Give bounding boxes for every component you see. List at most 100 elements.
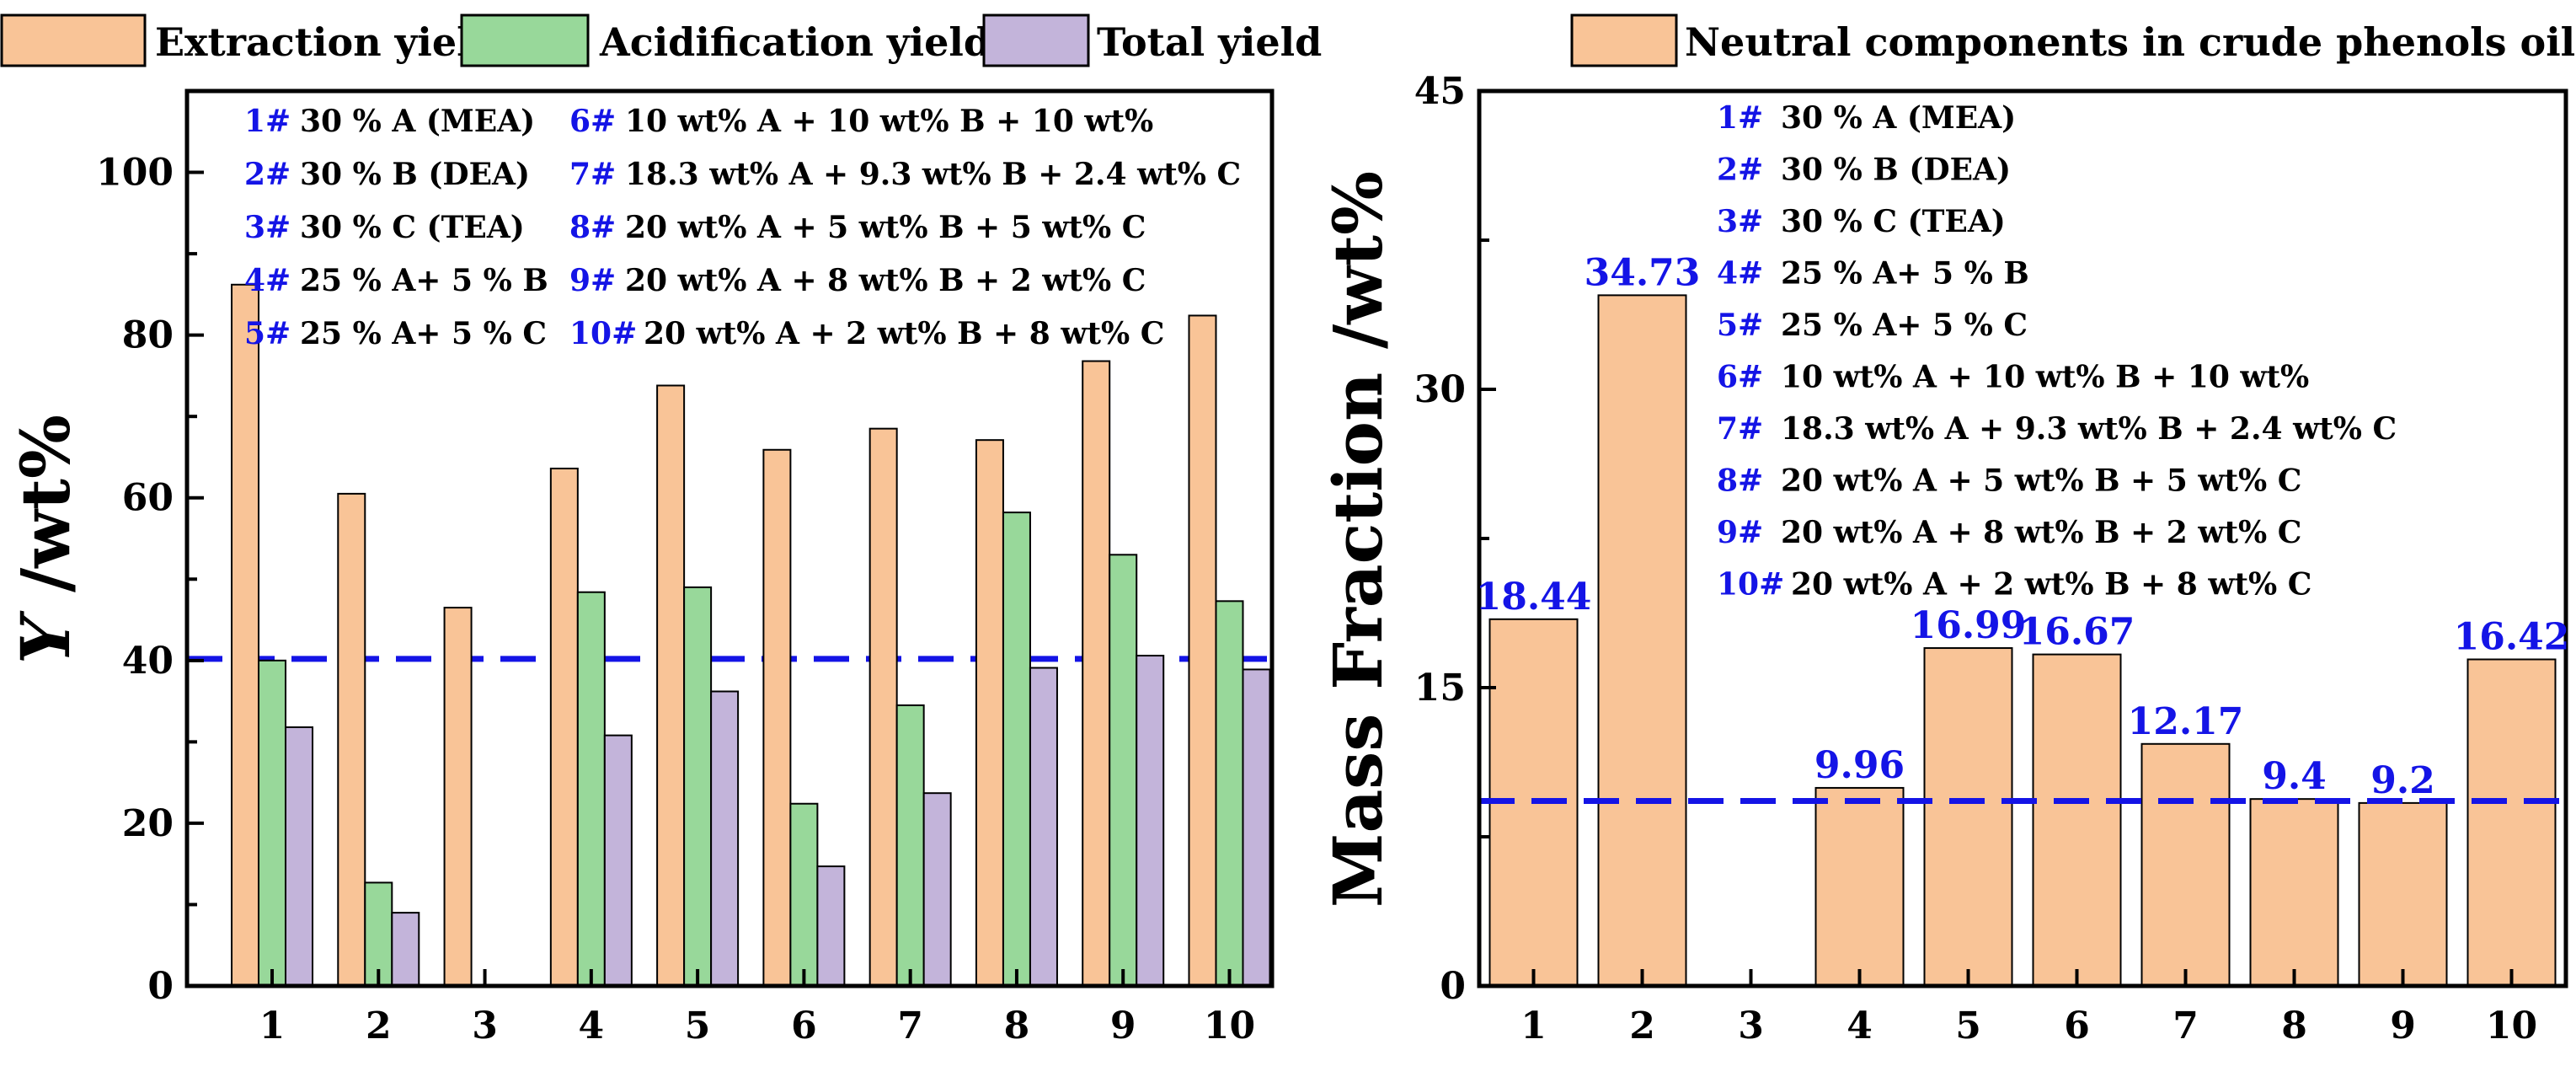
legend-swatch-acidification	[460, 13, 590, 67]
left-y-tick-label: 20	[122, 802, 174, 845]
right-x-tick-label: 6	[2064, 1004, 2090, 1047]
left-key-desc: 25 % A+ 5 % B	[300, 263, 548, 298]
value-label-4: 9.96	[1814, 744, 1905, 787]
right-key-id: 1#	[1717, 100, 1763, 136]
right-x-tick-label: 4	[1846, 1004, 1873, 1047]
left-plot-frame	[184, 88, 1275, 988]
left-key-id: 1#	[244, 104, 291, 139]
left-key-id: 2#	[244, 157, 291, 192]
bar-acidification-8	[1002, 512, 1031, 987]
left-x-tick-label: 4	[579, 1004, 605, 1047]
bar-neutral-5	[1923, 647, 2013, 987]
right-x-tick-label: 7	[2172, 1004, 2199, 1047]
value-label-5: 16.99	[1911, 604, 2027, 647]
left-key-desc: 30 % B (DEA)	[300, 157, 530, 192]
right-key-desc: 30 % C (TEA)	[1781, 204, 2006, 239]
left-key-desc: 20 wt% A + 2 wt% B + 8 wt% C	[644, 316, 1164, 351]
bar-extraction-4	[549, 467, 579, 987]
value-label-2: 34.73	[1585, 251, 1701, 294]
left-y-tick-label: 60	[122, 477, 174, 520]
left-y-axis-label: Y /wt%	[6, 415, 85, 664]
left-key-desc: 20 wt% A + 8 wt% B + 2 wt% C	[625, 263, 1146, 298]
left-key-id: 9#	[569, 263, 616, 298]
left-x-axis: 1 2 3 4 5 6 7 8 9 10	[259, 969, 1255, 1047]
left-key-desc: 18.3 wt% A + 9.3 wt% B + 2.4 wt% C	[625, 157, 1241, 192]
legend-label-acidification: Acidification yield	[599, 19, 991, 65]
right-key-id: 4#	[1717, 256, 1763, 292]
bar-total-8	[1029, 667, 1058, 987]
bar-total-9	[1136, 655, 1165, 987]
bar-acidification-9	[1109, 554, 1138, 987]
right-key-id: 8#	[1717, 463, 1763, 499]
right-x-tick-label: 10	[2486, 1004, 2537, 1047]
left-x-tick-label: 10	[1204, 1004, 1255, 1047]
left-y-tick-label: 40	[122, 640, 174, 683]
legend-label-extraction: Extraction yield	[155, 19, 499, 65]
right-x-tick-label: 5	[1955, 1004, 1981, 1047]
bar-extraction-5	[656, 384, 686, 987]
left-y-axis-label-italic: Y	[6, 610, 85, 664]
left-x-tick-label: 1	[259, 1004, 286, 1047]
right-key-desc: 18.3 wt% A + 9.3 wt% B + 2.4 wt% C	[1781, 411, 2397, 447]
legend-swatch-total	[982, 13, 1090, 67]
value-label-6: 16.67	[2019, 611, 2135, 654]
right-x-tick-label: 9	[2390, 1004, 2416, 1047]
left-x-tick-label: 7	[897, 1004, 923, 1047]
left-key-id: 8#	[569, 210, 616, 245]
value-label-10: 16.42	[2454, 615, 2570, 658]
right-key-id: 7#	[1717, 411, 1763, 447]
bar-total-1	[285, 726, 314, 988]
right-key-desc: 25 % A+ 5 % C	[1781, 308, 2028, 343]
left-key-desc: 30 % C (TEA)	[300, 210, 525, 245]
right-key-desc: 10 wt% A + 10 wt% B + 10 wt%	[1781, 360, 2309, 395]
left-y-tick-label: 0	[147, 965, 174, 1008]
legend-label-total: Total yield	[1097, 19, 1322, 65]
bar-acidification-7	[895, 704, 925, 987]
right-key-id: 2#	[1717, 153, 1763, 188]
bar-neutral-9	[2358, 801, 2448, 987]
right-x-tick-label: 1	[1520, 1004, 1547, 1047]
bar-acidification-6	[789, 802, 819, 987]
value-label-1: 18.44	[1476, 576, 1592, 619]
right-y-tick-label: 15	[1414, 667, 1466, 710]
left-y-tick-label: 100	[96, 152, 174, 195]
bar-extraction-8	[975, 439, 1004, 987]
value-label-8: 9.4	[2262, 755, 2327, 798]
legend-swatch-extraction	[0, 13, 147, 67]
left-y-axis: 0 20 40 60 80 100	[96, 89, 204, 1008]
bar-acidification-4	[576, 591, 606, 987]
left-key-desc: 25 % A+ 5 % C	[300, 316, 547, 351]
bar-extraction-6	[762, 448, 792, 987]
right-y-tick-label: 0	[1440, 965, 1466, 1008]
left-x-tick-label: 2	[366, 1004, 392, 1047]
right-key-id: 9#	[1717, 515, 1763, 550]
left-x-tick-label: 8	[1004, 1004, 1030, 1047]
right-composition-key: 1# 30 % A (MEA) 2# 30 % B (DEA) 3# 30 % C (TE…	[1717, 100, 2397, 603]
right-key-desc: 20 wt% A + 8 wt% B + 2 wt% C	[1781, 515, 2301, 550]
left-key-id: 7#	[569, 157, 616, 192]
bar-neutral-6	[2032, 653, 2122, 987]
left-key-id: 10#	[569, 316, 637, 351]
bar-extraction-2	[337, 492, 366, 987]
bar-total-5	[710, 690, 740, 987]
left-bars	[231, 283, 1271, 988]
right-key-desc: 20 wt% A + 2 wt% B + 8 wt% C	[1791, 567, 2311, 603]
left-y-tick-label: 80	[122, 314, 174, 357]
bar-extraction-7	[868, 427, 898, 987]
right-y-axis: 0 15 30 45	[1414, 70, 1496, 1008]
bar-neutral-7	[2140, 742, 2231, 988]
right-y-axis-label: Mass Fraction /wt%	[1318, 171, 1398, 908]
left-key-id: 3#	[244, 210, 291, 245]
left-x-tick-label: 9	[1110, 1004, 1136, 1047]
right-key-desc: 30 % A (MEA)	[1781, 100, 2016, 136]
bar-total-2	[391, 912, 420, 988]
left-key-id: 6#	[569, 104, 616, 139]
left-x-tick-label: 3	[472, 1004, 498, 1047]
right-bars	[1488, 294, 2557, 988]
right-x-tick-label: 3	[1738, 1004, 1764, 1047]
right-y-tick-label: 30	[1414, 368, 1466, 411]
right-key-desc: 20 wt% A + 5 wt% B + 5 wt% C	[1781, 463, 2301, 499]
bar-total-4	[603, 734, 633, 987]
